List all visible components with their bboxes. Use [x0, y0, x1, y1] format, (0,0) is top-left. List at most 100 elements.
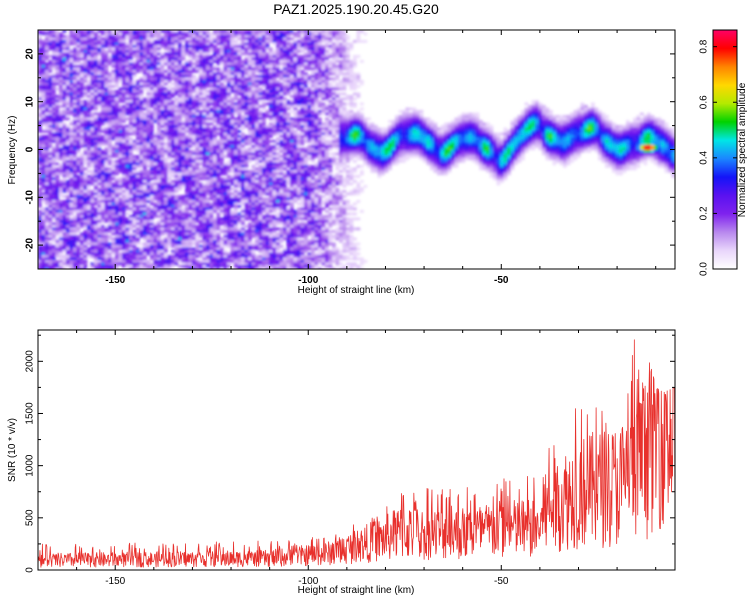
heatmap-cell [90, 47, 95, 51]
heatmap-cell [94, 157, 98, 161]
heatmap-cell [202, 102, 207, 106]
heatmap-cell [202, 162, 207, 166]
heatmap-cell [52, 77, 56, 81]
heatmap-cell [192, 170, 196, 173]
heatmap-cell [80, 82, 84, 86]
heatmap-cell [38, 262, 42, 266]
heatmap-cell [80, 200, 84, 203]
heatmap-cell [111, 242, 116, 246]
heatmap-cell [192, 35, 196, 38]
heatmap-cell [94, 130, 98, 133]
heatmap-cell [97, 252, 102, 256]
heatmap-cell [122, 135, 126, 138]
heatmap-cell [55, 180, 60, 183]
heatmap-cell [87, 252, 91, 256]
heatmap-cell [192, 112, 196, 116]
heatmap-cell [125, 75, 130, 78]
heatmap-cell [80, 75, 84, 78]
heatmap-cell [227, 262, 231, 266]
heatmap-cell [101, 260, 105, 263]
heatmap-cell [122, 152, 126, 156]
heatmap-cell [143, 142, 147, 146]
heatmap-cell [188, 45, 193, 48]
heatmap-cell [76, 70, 81, 73]
heatmap-cell [227, 192, 231, 196]
heatmap-cell [195, 167, 200, 171]
heatmap-cell [80, 162, 84, 166]
heatmap-cell [55, 205, 60, 208]
heatmap-cell [69, 247, 74, 251]
heatmap-cell [206, 242, 210, 246]
heatmap-cell [223, 77, 228, 81]
heatmap-cell [209, 152, 214, 156]
heatmap-cell [136, 202, 140, 206]
heatmap-cell [38, 40, 42, 43]
heatmap-cell [111, 75, 116, 78]
heatmap-cell [125, 267, 130, 269]
heatmap-cell [139, 42, 144, 46]
heatmap-cell [108, 162, 112, 166]
heatmap-cell [45, 225, 49, 228]
heatmap-cell [143, 167, 147, 171]
heatmap-cell [139, 182, 144, 186]
heatmap-cell [101, 82, 105, 86]
heatmap-cell [132, 80, 137, 83]
heatmap-cell [76, 87, 81, 91]
heatmap-cell [45, 252, 49, 256]
heatmap-cell [69, 257, 74, 261]
heatmap-cell [132, 265, 137, 268]
heatmap-cell [136, 70, 140, 73]
heatmap-cell [59, 235, 63, 238]
heatmap-cell [153, 177, 158, 181]
heatmap-cell [220, 157, 224, 161]
heatmap-cell [164, 37, 168, 41]
heatmap-cell [164, 172, 168, 176]
heatmap-cell [125, 160, 130, 163]
heatmap-cell [59, 145, 63, 148]
heatmap-cell [104, 212, 109, 216]
heatmap-cell [132, 252, 137, 256]
heatmap-cell [59, 135, 63, 138]
heatmap-cell [164, 97, 168, 101]
heatmap-cell [150, 47, 154, 51]
heatmap-cell [87, 30, 91, 33]
heatmap-cell [199, 97, 203, 101]
heatmap-cell [150, 200, 154, 203]
heatmap-cell [59, 260, 63, 263]
heatmap-cell [160, 80, 165, 83]
heatmap-cell [136, 65, 140, 68]
heatmap-cell [188, 215, 193, 218]
heatmap-cell [143, 97, 147, 101]
heatmap-cell [202, 207, 207, 211]
heatmap-cell [90, 162, 95, 166]
heatmap-cell [178, 205, 182, 208]
heatmap-cell [192, 232, 196, 236]
heatmap-cell [129, 125, 133, 128]
heatmap-cell [87, 182, 91, 186]
heatmap-cell [199, 250, 203, 253]
heatmap-cell [76, 170, 81, 173]
heatmap-cell [202, 217, 207, 221]
heatmap-cell [192, 227, 196, 231]
heatmap-cell [97, 167, 102, 171]
heatmap-cell [209, 170, 214, 173]
heatmap-cell [108, 152, 112, 156]
heatmap-cell [76, 242, 81, 246]
heatmap-cell [83, 32, 88, 36]
heatmap-cell [199, 260, 203, 263]
heatmap-cell [48, 207, 53, 211]
heatmap-cell [136, 95, 140, 98]
heatmap-cell [69, 87, 74, 91]
heatmap-cell [178, 122, 182, 126]
heatmap-cell [118, 90, 123, 93]
heatmap-cell [122, 75, 126, 78]
heatmap-cell [129, 92, 133, 96]
heatmap-cell [69, 120, 74, 123]
heatmap-cell [139, 52, 144, 56]
heatmap-cell [90, 175, 95, 178]
heatmap-cell [48, 262, 53, 266]
heatmap-cell [167, 57, 172, 61]
heatmap-cell [97, 202, 102, 206]
heatmap-cell [171, 225, 175, 228]
heatmap-cell [209, 232, 214, 236]
